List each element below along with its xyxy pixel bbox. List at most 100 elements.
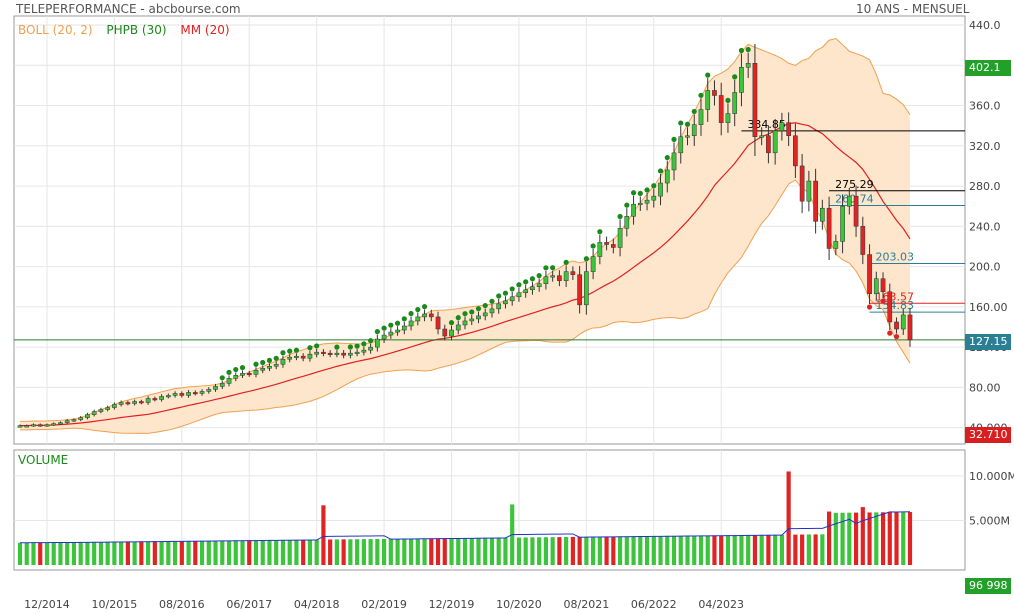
volume-bar <box>483 537 488 565</box>
candle-body <box>543 276 549 284</box>
phpb-dot <box>253 361 259 367</box>
candle-body <box>725 113 731 123</box>
candle-body <box>314 351 320 355</box>
phpb-dot <box>287 348 293 354</box>
phpb-dot <box>239 365 246 371</box>
candle-body <box>31 424 36 427</box>
candle-body <box>853 195 859 227</box>
volume-bar <box>24 542 29 565</box>
volume-bar <box>564 537 569 565</box>
volume-bar <box>597 536 602 565</box>
phpb-dot <box>266 357 273 364</box>
candle-body <box>260 368 266 371</box>
phpb-dot <box>374 329 380 335</box>
legend-phpb[interactable]: PHPB (30) <box>106 23 167 37</box>
candle-body <box>590 256 596 272</box>
candle-body <box>489 308 495 314</box>
phpb-dot <box>233 366 239 373</box>
candle-body <box>597 242 603 257</box>
phpb-dot <box>617 213 623 220</box>
last-volume-tag: 96 998 <box>965 578 1011 594</box>
phpb-dot <box>671 136 677 143</box>
volume-bar <box>65 542 70 565</box>
candle-body <box>644 199 650 204</box>
candle-body <box>37 424 43 427</box>
candle-body <box>718 95 724 123</box>
candle-body <box>64 420 70 423</box>
x-tick-label: 04/2023 <box>698 598 744 611</box>
phpb-dot <box>502 290 509 296</box>
candle-body <box>192 392 198 395</box>
y-tick-label: 360.0 <box>969 100 1001 113</box>
volume-bar <box>355 539 360 565</box>
volume-bar <box>705 535 710 565</box>
candle-body <box>253 370 259 375</box>
x-tick-label: 04/2018 <box>294 598 340 611</box>
y-tick-label: 440.0 <box>969 19 1001 32</box>
candle-body <box>482 312 488 317</box>
volume-bar <box>206 540 211 565</box>
candle-body <box>172 393 178 396</box>
candle-body <box>287 356 293 360</box>
last-low-tag: 32.710 <box>965 427 1011 443</box>
candle-body <box>348 352 353 356</box>
candle-body <box>476 315 481 320</box>
volume-bar <box>172 541 178 565</box>
volume-bar <box>638 536 643 565</box>
candle-body <box>51 423 57 426</box>
candle-body <box>637 202 643 205</box>
candle-body <box>786 122 791 136</box>
x-tick-label: 06/2017 <box>226 598 272 611</box>
candle-body <box>739 67 744 93</box>
phpb-dot <box>482 302 488 309</box>
candle-body <box>766 135 771 154</box>
volume-bar <box>307 539 313 565</box>
x-tick-label: 06/2022 <box>631 598 677 611</box>
candle-body <box>516 292 522 298</box>
volume-bar <box>78 542 83 565</box>
volume-bar <box>537 537 542 565</box>
candle-body <box>226 378 232 384</box>
candle-body <box>509 296 515 302</box>
volume-bar <box>496 537 501 565</box>
period-label: 10 ANS - MENSUEL <box>856 2 970 16</box>
phpb-dot <box>887 330 893 336</box>
phpb-dot <box>880 298 886 304</box>
legend-boll[interactable]: BOLL (20, 2) <box>18 23 93 37</box>
candle-body <box>401 325 407 331</box>
candle-body <box>246 373 252 376</box>
volume-bar <box>840 512 845 565</box>
volume-bar <box>624 536 629 565</box>
bollinger-upper-line <box>20 38 911 422</box>
candle-body <box>44 424 50 427</box>
volume-bar <box>523 537 528 565</box>
legend-mm[interactable]: MM (20) <box>180 23 230 37</box>
volume-bar <box>894 512 899 565</box>
candle-body <box>577 274 582 306</box>
candle-body <box>664 169 670 184</box>
phpb-dot <box>637 190 643 197</box>
volume-bar <box>348 539 353 565</box>
phpb-dot <box>543 265 549 271</box>
candle-body <box>58 422 63 425</box>
volume-bar <box>388 538 393 565</box>
volume-bar <box>719 535 724 565</box>
volume-bar <box>752 535 758 565</box>
volume-bar <box>570 536 575 565</box>
candle-body <box>422 313 427 318</box>
candle-body <box>307 353 313 359</box>
volume-bar <box>253 540 259 565</box>
phpb-dot <box>455 315 461 321</box>
phpb-dot <box>354 343 360 349</box>
candle-body <box>321 351 326 354</box>
candle-body <box>341 352 346 356</box>
volume-bar <box>382 538 387 565</box>
phpb-dot <box>745 46 751 53</box>
candle-body <box>105 407 110 410</box>
candle-body <box>280 358 286 365</box>
y-tick-label: 320.0 <box>969 140 1001 153</box>
volume-bar <box>146 541 151 565</box>
volume-bar <box>698 535 704 565</box>
volume-bar <box>186 540 191 565</box>
